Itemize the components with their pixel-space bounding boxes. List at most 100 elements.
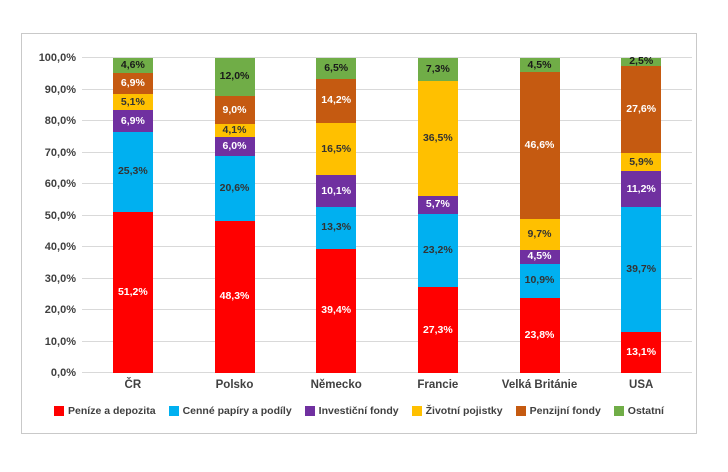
bar-segment: 4,1% [214, 124, 255, 138]
bar-segment: 6,0% [214, 137, 255, 156]
legend-item: Ostatní [613, 405, 664, 417]
category-label: USA [629, 379, 654, 391]
data-label: 39,4% [321, 304, 352, 317]
bar-segment: 2,5% [621, 55, 662, 68]
gridline [82, 120, 692, 121]
data-label: 16,5% [321, 142, 352, 155]
legend-swatch [54, 406, 65, 416]
bar-segment: 20,6% [214, 155, 255, 221]
data-label: 48,3% [219, 290, 250, 303]
bar-slot: 23,8% 10,9% 4,5% 9,7% 46,6% 4,5% [489, 58, 591, 373]
legend-item: Peníze a depozita [54, 405, 156, 417]
bar-segment: 5,1% [112, 94, 153, 111]
gridline [82, 214, 692, 216]
data-label: 2,5% [629, 55, 654, 68]
data-label: 27,3% [422, 323, 453, 336]
data-label: 11,2% [626, 182, 656, 195]
legend-label: Penzijní fondy [529, 405, 601, 417]
bar-segment: 23,8% [519, 298, 560, 373]
y-axis-tick-label: 60,0% [44, 178, 76, 190]
category-label: ČR [124, 379, 142, 391]
data-label: 20,6% [219, 181, 250, 194]
legend-label: Cenné papíry a podíly [182, 405, 292, 417]
legend-label: Peníze a depozita [68, 405, 156, 417]
data-label: 13,1% [626, 345, 657, 358]
bar-segment: 10,1% [316, 175, 357, 207]
data-label: 36,5% [422, 132, 453, 144]
data-label: 5,1% [120, 95, 145, 108]
gridline [82, 277, 692, 279]
y-axis-tick-label: 70,0% [44, 146, 76, 159]
data-label: 46,6% [524, 139, 555, 152]
category-axis: ČR Polsko Německo Francie Velká Británie USA [82, 379, 692, 391]
gridline [82, 57, 692, 58]
bar-column: 48,3% 20,6% 6,0% 4,1% 9,0% 12,0% [214, 58, 255, 373]
data-label: 4,5% [527, 250, 552, 263]
data-label: 9,7% [527, 227, 552, 240]
data-label: 10,9% [524, 274, 555, 287]
bar-segment: 9,0% [214, 95, 255, 125]
gridline [82, 183, 692, 184]
bar-segment: 46,6% [519, 72, 560, 219]
data-label: 23,2% [422, 243, 453, 256]
data-label: 25,3% [117, 165, 148, 178]
data-label: 12,0% [219, 70, 250, 83]
y-axis-tick-label: 100,0% [38, 52, 76, 64]
y-axis-tick-label: 90,0% [44, 83, 76, 96]
category-label: Francie [417, 379, 459, 391]
plot-area: 0,0% 10,0% 20,0% 30,0% 40,0% 50,0% 60,0% 70,0% 8… [39, 52, 692, 379]
gridline [82, 246, 692, 247]
bar-segment: 16,5% [316, 123, 357, 176]
bar-segment: 51,2% [112, 211, 153, 373]
bar-segment: 11,2% [621, 171, 662, 207]
bar-column: 23,8% 10,9% 4,5% 9,7% 46,6% 4,5% [519, 58, 560, 373]
legend-label: Investiční fondy [318, 405, 399, 417]
legend-item: Penzijní fondy [515, 405, 601, 417]
y-axis-tick-label: 30,0% [44, 272, 76, 285]
data-label: 51,2% [117, 285, 148, 298]
legend: Peníze a depozita Cenné papíry a podíly In… [22, 405, 696, 417]
legend-swatch [613, 406, 624, 416]
y-axis-tick-label: 10,0% [44, 335, 76, 348]
y-axis-tick-label: 50,0% [44, 209, 76, 222]
gridline [82, 151, 692, 153]
bar-slot: 51,2% 25,3% 6,9% 5,1% 6,9% 4,6% [82, 58, 184, 373]
legend-item: Cenné papíry a podíly [168, 405, 292, 417]
data-label: 4,5% [527, 58, 552, 71]
data-label: 10,1% [321, 184, 352, 197]
data-label: 9,0% [222, 103, 247, 116]
data-label: 27,6% [626, 102, 657, 115]
legend-swatch [304, 406, 315, 416]
data-label: 6,9% [120, 76, 145, 89]
bar-segment: 4,5% [519, 249, 560, 264]
data-label: 4,6% [120, 58, 145, 71]
legend-item: Životní pojistky [411, 405, 503, 417]
gridline [82, 88, 692, 90]
legend-label: Životní pojistky [425, 405, 503, 417]
bar-slot: 27,3% 23,2% 5,7% 36,5% 7,3% [387, 58, 489, 373]
bar-segment: 5,9% [621, 152, 662, 172]
bar-segment: 27,6% [621, 65, 662, 153]
chart-frame: 0,0% 10,0% 20,0% 30,0% 40,0% 50,0% 60,0% 70,0% 8… [21, 33, 697, 434]
data-label: 7,3% [425, 63, 450, 76]
legend-item: Investiční fondy [304, 405, 399, 417]
data-label: 5,7% [425, 198, 450, 211]
bar-segment: 5,7% [417, 195, 458, 214]
data-label: 5,9% [629, 155, 654, 168]
bar-segment: 4,5% [519, 58, 560, 73]
gridline [82, 309, 692, 310]
bar-column: 13,1% 39,7% 11,2% 5,9% 27,6% 2,5% [621, 55, 662, 373]
data-label: 4,1% [222, 124, 247, 137]
y-axis-tick-label: 0,0% [50, 367, 76, 379]
bar-column: 39,4% 13,3% 10,1% 16,5% 14,2% 6,5% [316, 58, 357, 373]
data-label: 6,5% [324, 61, 349, 74]
bar-slot: 48,3% 20,6% 6,0% 4,1% 9,0% 12,0% [184, 58, 286, 373]
bar-segment: 6,9% [112, 110, 153, 133]
bar-segment: 13,1% [621, 331, 662, 373]
y-axis-tick-label: 80,0% [44, 115, 76, 127]
bar-segment: 6,9% [112, 72, 153, 95]
bar-segment: 48,3% [214, 220, 255, 373]
bar-segment: 39,7% [621, 206, 662, 332]
bars-container: 51,2% 25,3% 6,9% 5,1% 6,9% 4,6% 48,3% 20,6% 6,0%… [82, 55, 692, 373]
gridline [82, 372, 692, 373]
